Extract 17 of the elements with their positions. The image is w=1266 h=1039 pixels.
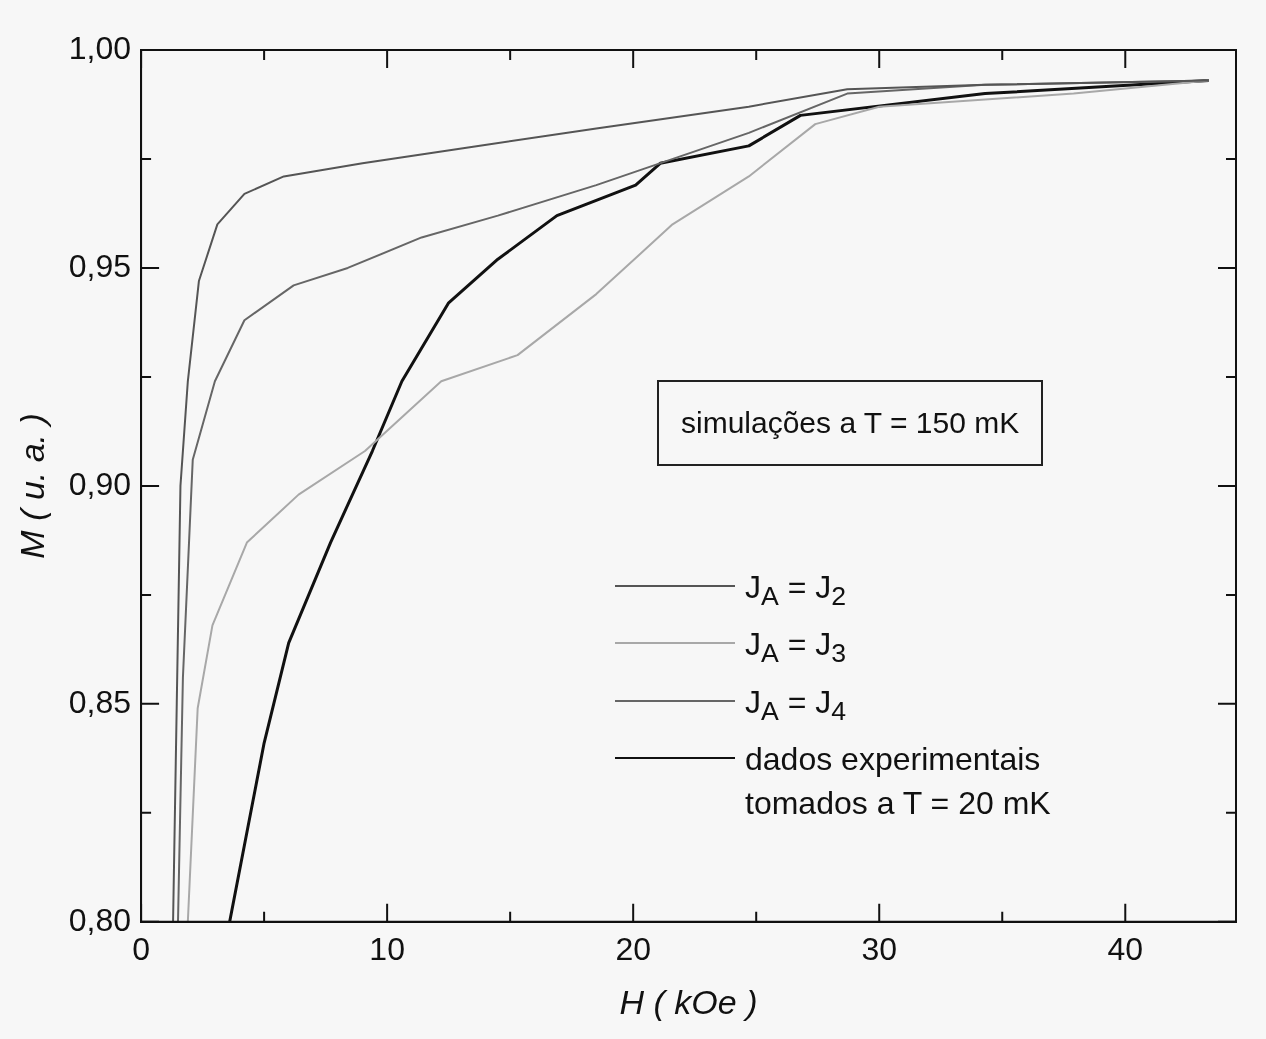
x-tick-label: 40 <box>1107 930 1144 967</box>
y-axis-title: M ( u. a. ) <box>12 413 51 559</box>
x-tick-label: 20 <box>615 930 651 967</box>
legend-label: J$_{A}$ = J$_{2}$ <box>745 568 847 614</box>
x-tick-label: 30 <box>861 930 898 967</box>
x-tick-label: 10 <box>369 930 405 967</box>
y-tick-label: 0,95 <box>68 247 132 284</box>
annotation: simulações a T = 150 mK <box>657 380 1044 466</box>
y-tick-label: 0,80 <box>68 901 132 938</box>
x-tick-label: 0 <box>132 930 150 967</box>
y-tick-label: 0,90 <box>68 465 132 502</box>
y-tick-label: 1,00 <box>68 29 132 66</box>
legend-label: J$_{A}$ = J$_{3}$ <box>745 625 847 671</box>
y-tick-label: 0,85 <box>68 683 132 720</box>
legend-label: dados experimentais tomados a T = 20 mK <box>745 740 1052 824</box>
legend-label: J$_{A}$ = J$_{4}$ <box>745 682 847 729</box>
x-axis-title: H ( kOe ) <box>619 983 758 1022</box>
